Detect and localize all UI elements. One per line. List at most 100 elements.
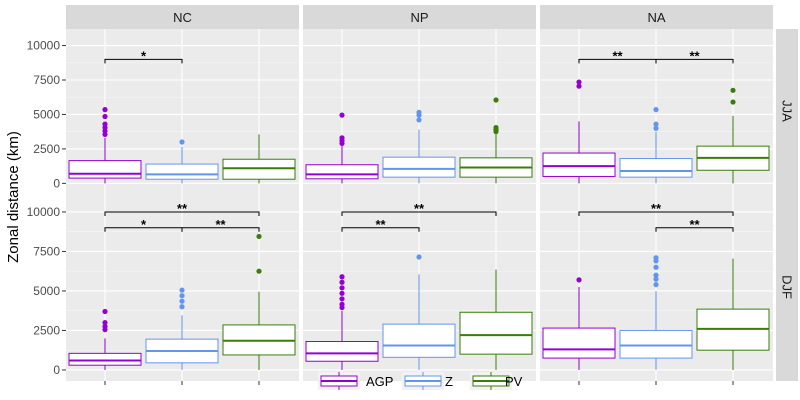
box-iqr	[68, 352, 142, 366]
box-iqr	[619, 329, 693, 359]
box-z	[382, 109, 456, 184]
outlier-point	[339, 301, 345, 307]
y-tick-label: 0	[53, 363, 60, 377]
bracket-line	[655, 58, 734, 64]
box-agp	[542, 79, 616, 184]
panel-na-djf: ** **	[540, 193, 773, 385]
significance-label: **	[612, 48, 623, 63]
box-iqr	[459, 311, 533, 355]
panel-np-jja	[303, 29, 536, 193]
significance-label: **	[215, 217, 226, 232]
significance-bracket: **	[578, 201, 734, 216]
box-iqr	[619, 158, 693, 178]
significance-label: **	[689, 217, 700, 232]
box-agp	[68, 308, 142, 370]
row-strip-jja	[776, 29, 798, 193]
box-agp	[305, 274, 379, 370]
legend-item-pv: PV	[470, 372, 523, 390]
box-pv	[222, 233, 296, 370]
significance-label: *	[141, 217, 147, 232]
outlier-point	[102, 323, 108, 330]
outlier-point	[416, 254, 422, 260]
row-strip-label: JJA	[780, 100, 795, 122]
box-z	[382, 254, 456, 370]
outlier-point	[493, 97, 499, 103]
outlier-point	[653, 264, 659, 270]
outlier-point	[653, 272, 659, 278]
box-z	[145, 287, 219, 370]
significance-label: **	[375, 217, 386, 232]
y-tick-label: 5000	[33, 107, 60, 121]
box-z	[619, 107, 693, 184]
significance-bracket: **	[104, 201, 260, 216]
y-tick-label: 0	[53, 176, 60, 190]
row-strip-djf	[776, 193, 798, 381]
outlier-point	[102, 107, 108, 113]
box-iqr	[145, 163, 219, 180]
box-iqr	[542, 152, 616, 177]
box-iqr	[222, 158, 296, 180]
outlier-point	[339, 279, 345, 285]
bracket-line	[104, 211, 260, 216]
outlier-point	[256, 233, 262, 240]
y-tick-label: 10000	[27, 205, 61, 219]
legend: AGP Z PV	[318, 372, 523, 390]
significance-bracket: **	[341, 217, 420, 232]
significance-label: **	[651, 201, 662, 216]
panel-nc-jja: * 0 2500 5000 7500 10000	[27, 29, 299, 193]
column-strip-label: NP	[410, 10, 428, 25]
box-iqr	[305, 164, 379, 180]
bracket-line	[341, 227, 420, 232]
box-z	[619, 255, 693, 370]
panel-na-jja: ** **	[540, 29, 773, 193]
legend-label: PV	[505, 374, 523, 389]
outlier-point	[653, 276, 659, 282]
box-iqr	[382, 323, 456, 358]
significance-bracket: **	[655, 217, 734, 232]
outlier-point	[576, 79, 582, 85]
significance-bracket: **	[181, 217, 260, 232]
bracket-line	[104, 58, 183, 64]
box-z	[145, 139, 219, 184]
outlier-point	[653, 282, 659, 288]
bracket-line	[181, 227, 260, 232]
outlier-point	[179, 139, 185, 145]
outlier-point	[102, 308, 108, 315]
outlier-point	[493, 124, 499, 131]
outlier-point	[576, 277, 582, 283]
panel-np-djf: ** **	[303, 193, 536, 385]
box-pv	[696, 87, 770, 184]
box-iqr	[542, 327, 616, 359]
outlier-point	[102, 121, 108, 127]
outlier-point	[339, 274, 345, 280]
box-pv	[222, 134, 296, 184]
significance-bracket: **	[341, 201, 497, 216]
row-strip-label: DJF	[780, 275, 795, 299]
outlier-point	[730, 87, 736, 93]
significance-label: **	[414, 201, 425, 216]
box-agp	[305, 112, 379, 184]
column-strip-label: NA	[647, 10, 665, 25]
column-strip-na	[540, 5, 773, 29]
significance-bracket: *	[104, 48, 183, 64]
box-agp	[68, 107, 142, 184]
outlier-point	[576, 83, 582, 89]
significance-label: *	[141, 48, 147, 63]
outlier-point	[339, 296, 345, 302]
y-tick-label: 2500	[33, 142, 60, 156]
outlier-point	[102, 113, 108, 120]
column-strip-label: NC	[173, 10, 192, 25]
legend-item-agp: AGP	[318, 372, 393, 390]
outlier-point	[179, 293, 185, 299]
significance-bracket: **	[655, 48, 734, 64]
box-pv	[459, 269, 533, 370]
box-pv	[696, 258, 770, 370]
outlier-point	[339, 285, 345, 291]
outlier-point	[653, 107, 659, 113]
column-strip-np	[303, 5, 536, 29]
box-agp	[542, 277, 616, 370]
y-tick-label: 7500	[33, 244, 60, 258]
outlier-point	[730, 99, 736, 105]
significance-label: **	[689, 48, 700, 63]
